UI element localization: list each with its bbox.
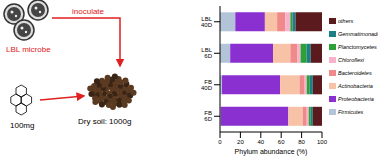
svg-text:100mg: 100mg	[10, 121, 34, 130]
html-text:Proteobacteria: Proteobacteria	[338, 95, 374, 102]
html-text:Firmicutes: Firmicutes	[338, 108, 364, 115]
svg-text:80: 80	[298, 139, 305, 145]
svg-text:FB6D: FB6D	[204, 110, 212, 122]
svg-text:0: 0	[218, 139, 222, 145]
html-text:Planctomycetes: Planctomycetes	[338, 43, 377, 50]
svg-text:LBL40D: LBL40D	[201, 16, 213, 28]
svg-text:Dry soil: 1000g: Dry soil: 1000g	[78, 117, 131, 126]
html-text:Bacteroidetes: Bacteroidetes	[338, 69, 372, 76]
html-text:Chloroflexi: Chloroflexi	[338, 56, 364, 63]
svg-text:FB40D: FB40D	[201, 79, 213, 91]
html-text:Actinobacteria: Actinobacteria	[338, 82, 373, 89]
svg-text:40: 40	[257, 139, 264, 145]
svg-text:60: 60	[278, 139, 285, 145]
svg-text:LBL microbe: LBL microbe	[8, 45, 51, 54]
svg-text:100: 100	[317, 139, 328, 145]
svg-text:20: 20	[237, 139, 244, 145]
svg-text:Phylum abundance (%): Phylum abundance (%)	[235, 148, 308, 156]
svg-text:inoculate: inoculate	[72, 7, 105, 16]
svg-text:LBL6D: LBL6D	[201, 47, 212, 59]
html-text:others: others	[338, 17, 354, 24]
